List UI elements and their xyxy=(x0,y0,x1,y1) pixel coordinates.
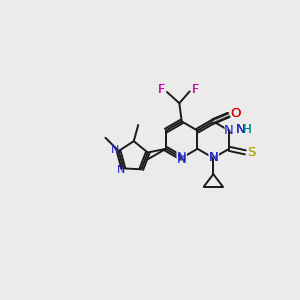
Text: N: N xyxy=(175,150,188,165)
Text: H: H xyxy=(243,123,252,136)
Text: N: N xyxy=(224,124,234,137)
Text: N: N xyxy=(222,123,236,138)
Text: H: H xyxy=(243,123,252,136)
Text: N: N xyxy=(236,123,245,136)
Text: N: N xyxy=(208,152,218,164)
Text: O: O xyxy=(230,107,240,120)
Text: N: N xyxy=(117,165,125,175)
Text: S: S xyxy=(248,146,256,159)
Text: F: F xyxy=(156,82,167,97)
Text: F: F xyxy=(158,83,165,96)
Text: O: O xyxy=(228,106,242,121)
Text: N: N xyxy=(111,145,119,155)
Text: N: N xyxy=(208,152,218,164)
Text: N: N xyxy=(177,152,187,164)
Text: N: N xyxy=(236,122,249,136)
Text: N: N xyxy=(236,123,245,136)
Text: N: N xyxy=(207,150,220,165)
Text: F: F xyxy=(190,82,201,97)
Text: O: O xyxy=(230,107,240,120)
Text: F: F xyxy=(192,82,199,95)
Text: F: F xyxy=(192,82,199,95)
Text: F: F xyxy=(158,83,165,96)
Text: N: N xyxy=(177,153,187,166)
Text: S: S xyxy=(248,146,256,159)
Text: S: S xyxy=(246,146,257,160)
